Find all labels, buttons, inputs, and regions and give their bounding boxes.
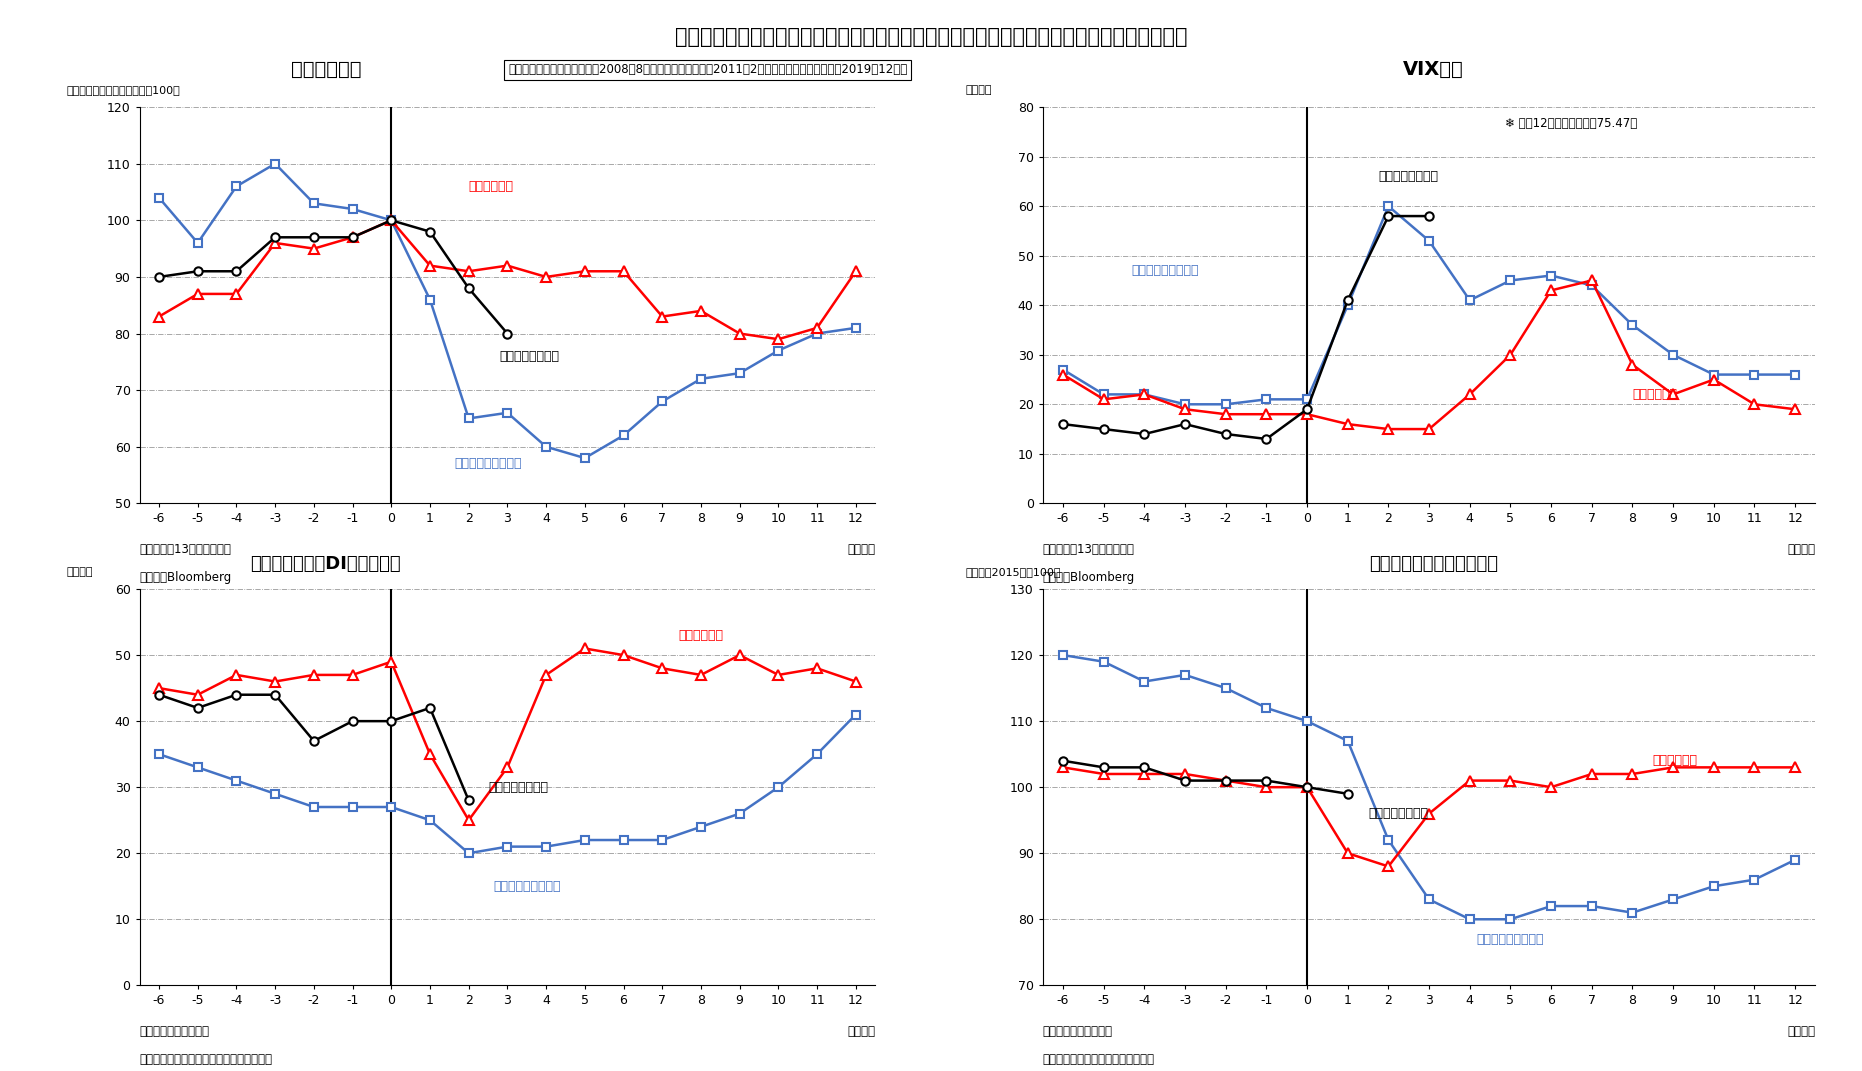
Text: （注）１未時点まで。: （注）１未時点まで。: [1043, 1025, 1113, 1038]
Text: 鉱工業生産指数（季調済）: 鉱工業生産指数（季調済）: [1369, 556, 1499, 573]
Text: 東日本大震災: 東日本大震災: [469, 180, 514, 193]
Text: （月次）: （月次）: [1788, 1025, 1815, 1038]
Text: （月次）: （月次）: [847, 543, 875, 556]
Text: 東日本大震災: 東日本大震災: [1633, 388, 1678, 401]
Text: リーマン・ショック: リーマン・ショック: [1477, 933, 1544, 946]
Text: （指数、2015年＝100）: （指数、2015年＝100）: [965, 568, 1061, 577]
Text: （月次）: （月次）: [1788, 543, 1815, 556]
Text: リーマン・ショック: リーマン・ショック: [493, 879, 560, 893]
Text: （注）３月13日時点まで。: （注）３月13日時点まで。: [1043, 543, 1134, 556]
Text: （指数）: （指数）: [965, 86, 992, 95]
Text: 景気の現状判断DI（季調済）: 景気の現状判断DI（季調済）: [251, 556, 400, 573]
Text: （注）２月時点まで。: （注）２月時点まで。: [140, 1025, 210, 1038]
Text: ❄ ３月12日時点［最高値75.47］: ❄ ３月12日時点［最高値75.47］: [1504, 117, 1637, 130]
Text: （月次）: （月次）: [847, 1025, 875, 1038]
Text: （資料）内閣府「景気ウォッチャー調査」: （資料）内閣府「景気ウォッチャー調査」: [140, 1053, 272, 1066]
Text: 起点：リーマン・ショック（2008年8月）、東日本大震災（2011年2月）、コロナ・ショック（2019年12月）: 起点：リーマン・ショック（2008年8月）、東日本大震災（2011年2月）、コロ…: [508, 63, 907, 76]
Text: （指数、イベント発生前月＝100）: （指数、イベント発生前月＝100）: [65, 86, 181, 95]
Text: （注）３月13日時点まで。: （注）３月13日時点まで。: [140, 543, 231, 556]
Text: VIX指数: VIX指数: [1404, 60, 1464, 79]
Text: 東日本大震災: 東日本大震災: [678, 629, 724, 642]
Text: （資料）Bloomberg: （資料）Bloomberg: [140, 571, 233, 584]
Text: ［図表２］リーマン・ショック、東日本大震災、コロナ・ショック時における各指標の動き: ［図表２］リーマン・ショック、東日本大震災、コロナ・ショック時における各指標の動…: [674, 27, 1188, 47]
Text: リーマン・ショック: リーマン・ショック: [1130, 265, 1199, 277]
Text: 東日本大震災: 東日本大震災: [1653, 754, 1698, 767]
Text: リーマン・ショック: リーマン・ショック: [454, 457, 521, 470]
Text: コロナ・ショック: コロナ・ショック: [1378, 170, 1439, 183]
Text: （指数）: （指数）: [65, 568, 93, 577]
Text: （資料）Bloomberg: （資料）Bloomberg: [1043, 571, 1136, 584]
Text: コロナ・ショック: コロナ・ショック: [499, 350, 560, 363]
Text: 日経平均株価: 日経平均株価: [290, 60, 361, 79]
Text: （資料）経済産業省「鉱工業指数」: （資料）経済産業省「鉱工業指数」: [1043, 1053, 1154, 1066]
Text: コロナ・ショック: コロナ・ショック: [1369, 808, 1428, 820]
Text: コロナ・ショック: コロナ・ショック: [488, 781, 547, 794]
